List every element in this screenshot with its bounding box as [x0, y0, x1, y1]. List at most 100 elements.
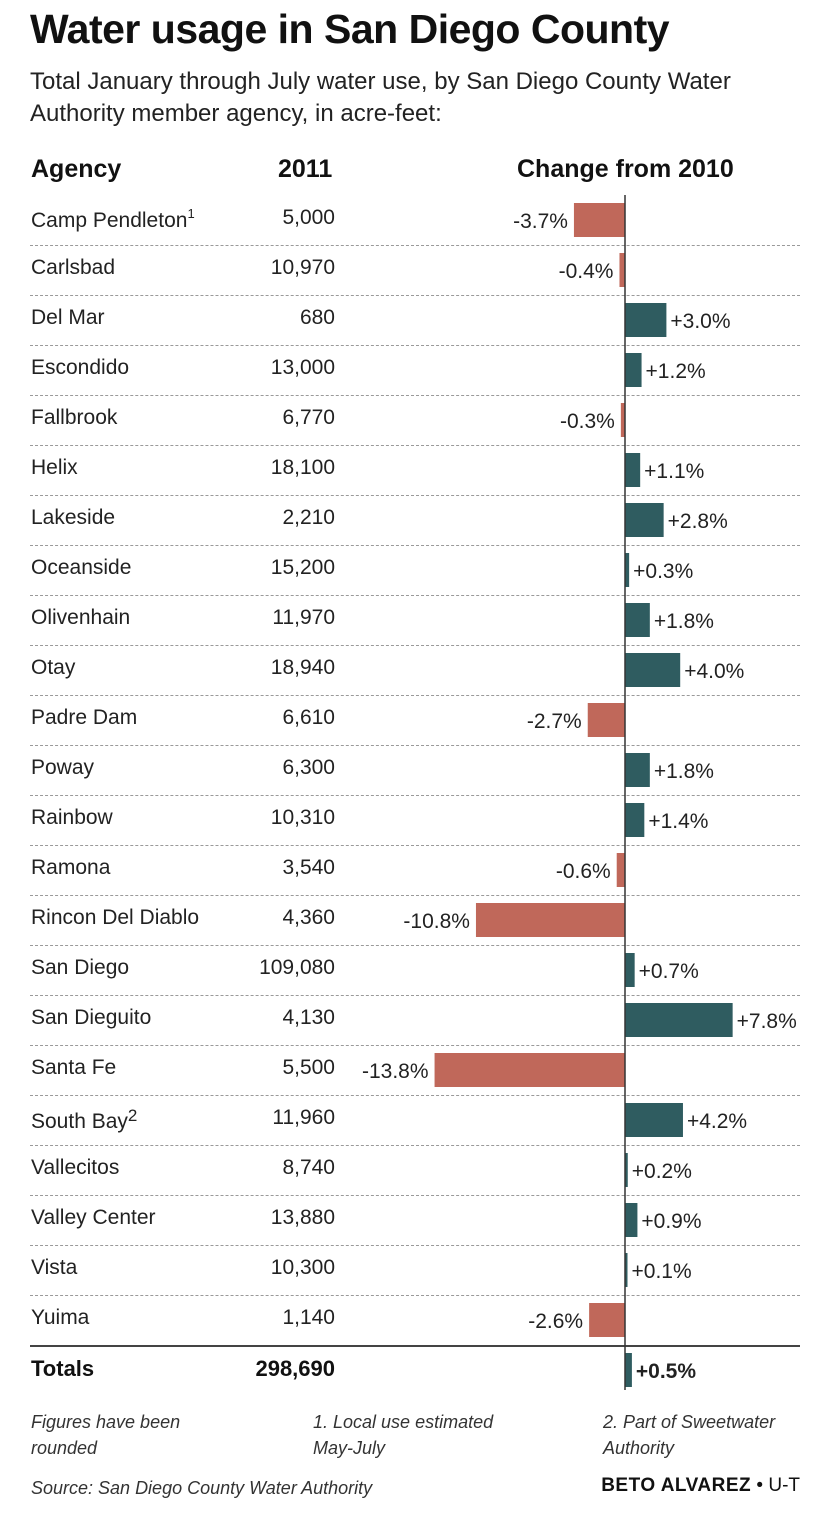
change-bar-label: -0.4% [559, 260, 614, 283]
row-divider [30, 1045, 800, 1046]
totals-divider [30, 1345, 800, 1347]
row-agency-label: Vallecitos [31, 1156, 120, 1179]
change-bar [589, 1303, 625, 1337]
change-bar [625, 503, 664, 537]
row-2011-value: 5,500 [282, 1056, 335, 1079]
row-2011-value: 11,970 [272, 606, 335, 629]
totals-label: Totals [31, 1356, 95, 1381]
change-bar-label: +7.8% [737, 1010, 797, 1033]
change-bar [625, 553, 630, 587]
row-divider [30, 795, 800, 796]
row-agency-label: Padre Dam [31, 706, 138, 729]
chart-subtitle: Total January through July water use, by… [30, 68, 731, 127]
row-agency-label: Fallbrook [31, 406, 118, 429]
footnote-marker: 2 [127, 1106, 138, 1125]
credit-name: BETO ALVAREZ [601, 1475, 752, 1496]
column-header-agency: Agency [31, 155, 122, 183]
footnote-marker: 1 [187, 206, 195, 221]
row-agency-label: San Dieguito [31, 1006, 152, 1029]
change-bar-label: +1.1% [644, 460, 704, 483]
note-rounded: Figures have been rounded [31, 1412, 181, 1458]
change-bar [625, 453, 641, 487]
row-agency-label: Rincon Del Diablo [31, 906, 200, 929]
change-bar-label: +1.2% [646, 360, 706, 383]
row-agency-label: Poway [31, 756, 95, 779]
row-2011-value: 10,970 [270, 256, 335, 279]
change-bar [434, 1053, 625, 1087]
change-bar [625, 953, 635, 987]
row-divider [30, 495, 800, 496]
change-bar [625, 1153, 628, 1187]
change-bar-label: -10.8% [403, 910, 470, 933]
change-bar-label: +0.7% [639, 960, 699, 983]
change-bar [475, 903, 625, 937]
row-2011-value: 680 [299, 306, 335, 329]
change-bar-label: +1.8% [654, 760, 714, 783]
change-bar [625, 1103, 683, 1137]
change-bar [573, 203, 625, 237]
row-divider [30, 1195, 800, 1196]
change-bar [625, 753, 650, 787]
note-local-use: 1. Local use estimated May-July [313, 1412, 494, 1458]
change-bar-label: -2.6% [528, 1310, 583, 1333]
change-bar-label: +3.0% [670, 310, 730, 333]
row-2011-value: 3,540 [282, 856, 335, 879]
row-2011-value: 1,140 [282, 1306, 335, 1329]
totals-change-bar [625, 1353, 632, 1387]
row-2011-value: 6,770 [282, 406, 335, 429]
row-agency-label: Rainbow [31, 806, 113, 829]
change-bar [625, 603, 650, 637]
change-bar-label: +1.4% [648, 810, 708, 833]
row-2011-value: 109,080 [259, 956, 335, 979]
change-bar [625, 303, 667, 337]
row-divider [30, 245, 800, 246]
row-divider [30, 395, 800, 396]
row-agency-label: Yuima [31, 1306, 90, 1329]
row-divider [30, 1095, 800, 1096]
row-agency-label: Olivenhain [31, 606, 131, 629]
row-2011-value: 13,880 [270, 1206, 335, 1229]
row-agency-label: Vista [31, 1256, 78, 1279]
credit-line: BETO ALVAREZ • U-T [601, 1475, 800, 1497]
change-bar [625, 1253, 628, 1287]
row-2011-value: 10,300 [270, 1256, 335, 1279]
change-bar-label: +2.8% [668, 510, 728, 533]
change-bar-label: +4.0% [684, 660, 744, 683]
row-divider [30, 645, 800, 646]
row-agency-label: Santa Fe [31, 1056, 117, 1079]
change-bar [625, 1203, 638, 1237]
change-bar-label: +4.2% [687, 1110, 747, 1133]
change-bar-label: +0.2% [632, 1160, 692, 1183]
row-divider [30, 295, 800, 296]
change-bar-label: -3.7% [513, 210, 568, 233]
change-bar-label: -0.6% [556, 860, 611, 883]
row-divider [30, 545, 800, 546]
row-agency-label: Helix [31, 456, 78, 479]
row-divider [30, 995, 800, 996]
change-bar-label: +0.3% [633, 560, 693, 583]
row-agency-label: Carlsbad [31, 256, 116, 279]
change-bar-label: -2.7% [527, 710, 582, 733]
row-agency-label: Escondido [31, 356, 130, 379]
change-bar-label: +0.9% [641, 1210, 701, 1233]
change-bar [625, 653, 681, 687]
row-divider [30, 445, 800, 446]
row-agency-label: Ramona [31, 856, 111, 879]
row-2011-value: 4,130 [282, 1006, 335, 1029]
chart-title: Water usage in San Diego County [30, 6, 670, 52]
row-agency-label: Valley Center [31, 1206, 156, 1229]
note-sweetwater: 2. Part of Sweetwater Authority [603, 1412, 776, 1458]
row-2011-value: 6,300 [282, 756, 335, 779]
change-bar-label: +1.8% [654, 610, 714, 633]
change-bar-label: -0.3% [560, 410, 615, 433]
row-divider [30, 895, 800, 896]
source-note: Source: San Diego County Water Authority [31, 1478, 373, 1498]
row-agency-label: Del Mar [31, 306, 105, 329]
row-divider [30, 845, 800, 846]
row-2011-value: 18,100 [270, 456, 335, 479]
credit-separator: • [756, 1475, 764, 1496]
row-divider [30, 1245, 800, 1246]
change-bar [625, 1003, 733, 1037]
row-2011-value: 5,000 [282, 206, 335, 229]
